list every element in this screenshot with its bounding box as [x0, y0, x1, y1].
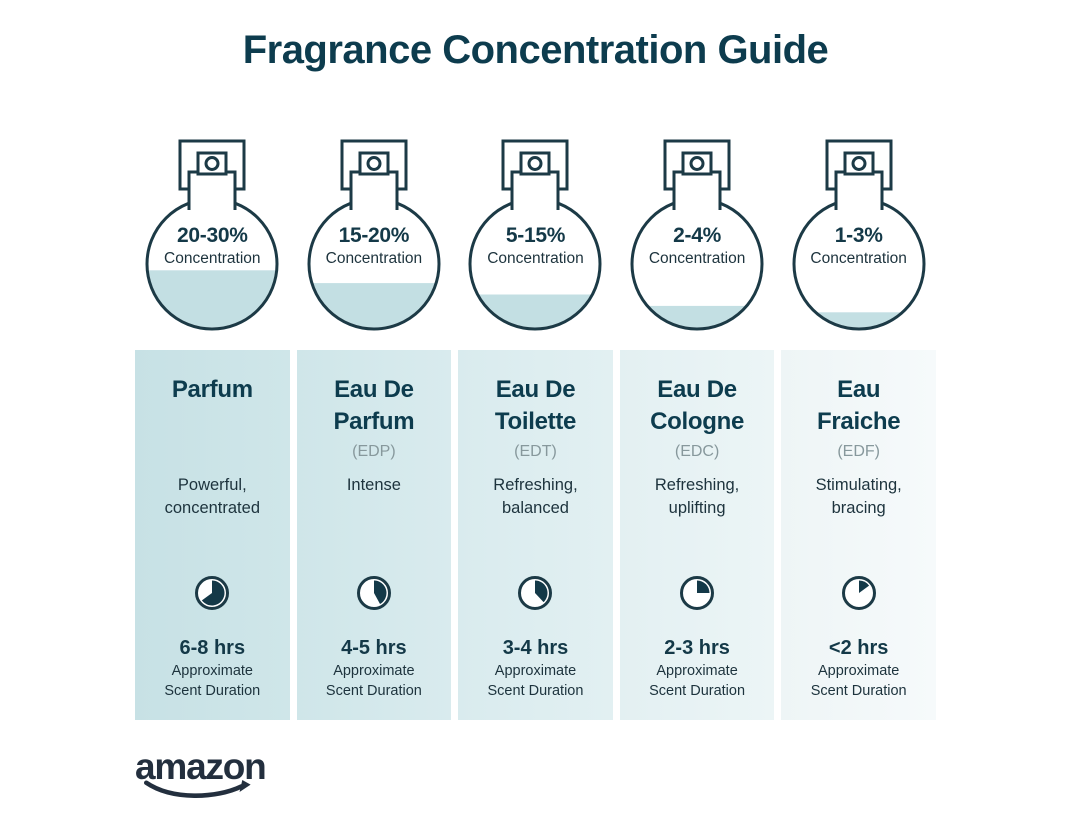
description-line1: Refreshing, — [654, 476, 740, 494]
fragrance-panel: Eau De Toilette (EDT) Refreshing, balanc… — [458, 350, 613, 720]
spray-bottle-icon — [630, 139, 764, 331]
note-line1: Approximate — [171, 663, 253, 679]
clock-icon — [680, 576, 715, 610]
fragrance-name: Eau De Cologne — [620, 374, 775, 442]
scent-duration-note: Approximate Scent Duration — [458, 661, 613, 701]
fragrance-description: Intense — [297, 474, 452, 534]
spray-bottle-icon — [307, 139, 441, 331]
fragrance-abbr: (EDC) — [674, 443, 720, 460]
brand-footer: amazon — [135, 747, 936, 803]
note-line1: Approximate — [333, 663, 415, 679]
amazon-logo-text: amazon — [135, 746, 267, 787]
scent-duration-value: 2-3 hrs — [664, 637, 730, 659]
infographic: Fragrance Concentration Guide 20-30% Con… — [135, 0, 936, 803]
fragrance-column: 20-30% Concentration Parfum Powerful, co… — [135, 139, 290, 720]
fragrance-panel: Eau Fraiche (EDF) Stimulating, bracing <… — [781, 350, 936, 720]
spray-bottle-icon — [145, 139, 279, 331]
fragrance-name: Eau De Parfum — [297, 374, 452, 442]
note-line1: Approximate — [656, 663, 738, 679]
spray-bottle-icon — [468, 139, 602, 331]
page-title: Fragrance Concentration Guide — [242, 28, 829, 72]
note-line1: Approximate — [494, 663, 577, 679]
description-line2: balanced — [501, 499, 569, 517]
columns-container: 20-30% Concentration Parfum Powerful, co… — [135, 139, 936, 720]
spray-bottle: 5-15% Concentration — [458, 139, 613, 331]
fragrance-abbr: (EDP) — [352, 443, 396, 460]
fragrance-column: 1-3% Concentration Eau Fraiche (EDF) Sti… — [781, 139, 936, 720]
fragrance-abbr: (EDF) — [837, 443, 880, 460]
fragrance-name-line2: Fraiche — [817, 408, 901, 435]
fragrance-name-line1: Eau — [837, 376, 881, 403]
note-line2: Scent Duration — [810, 683, 907, 699]
fragrance-description: Stimulating, bracing — [781, 474, 936, 534]
fragrance-name-line2: Cologne — [650, 408, 745, 435]
clock-icon — [195, 576, 230, 610]
fragrance-column: 15-20% Concentration Eau De Parfum (EDP)… — [296, 139, 452, 720]
fragrance-name-line1: Eau De — [495, 376, 576, 403]
amazon-smile-icon — [143, 780, 251, 798]
note-line2: Scent Duration — [164, 683, 261, 699]
spray-bottle: 15-20% Concentration — [297, 139, 452, 331]
scent-duration-note: Approximate Scent Duration — [620, 661, 775, 701]
spray-bottle: 2-4% Concentration — [620, 139, 775, 331]
fragrance-description: Refreshing, balanced — [458, 474, 613, 534]
spray-bottle: 1-3% Concentration — [781, 139, 936, 331]
fragrance-name-line1: Eau De — [657, 376, 737, 403]
spray-bottle-icon — [792, 139, 926, 331]
fragrance-name: Eau De Toilette — [458, 374, 613, 442]
scent-duration-value: <2 hrs — [828, 637, 889, 659]
fragrance-name: Parfum — [135, 374, 290, 442]
fragrance-name: Eau Fraiche — [781, 374, 936, 442]
fragrance-panel: Eau De Cologne (EDC) Refreshing, uplifti… — [619, 350, 775, 720]
description-line1: Stimulating, — [815, 476, 902, 494]
fragrance-column: 2-4% Concentration Eau De Cologne (EDC) … — [619, 139, 775, 720]
note-line1: Approximate — [817, 663, 900, 679]
description-line1: Refreshing, — [493, 476, 578, 494]
description-line1: Intense — [346, 476, 401, 494]
fragrance-name-line1: Parfum — [171, 376, 253, 403]
scent-duration-note: Approximate Scent Duration — [781, 661, 936, 701]
scent-duration-value: 4-5 hrs — [341, 637, 407, 659]
fragrance-abbr: (EDT) — [514, 443, 557, 460]
scent-duration-value: 6-8 hrs — [179, 637, 246, 659]
fragrance-name-line2: Toilette — [494, 408, 577, 435]
scent-duration-note: Approximate Scent Duration — [297, 661, 452, 701]
note-line2: Scent Duration — [649, 683, 746, 699]
description-line2: concentrated — [164, 499, 260, 517]
fragrance-description: Refreshing, uplifting — [620, 474, 775, 534]
fragrance-name-line1: Eau De — [334, 376, 414, 403]
description-line1: Powerful, — [177, 476, 247, 494]
fragrance-column: 5-15% Concentration Eau De Toilette (EDT… — [458, 139, 613, 720]
clock-icon — [518, 576, 553, 610]
amazon-logo: amazon — [135, 747, 295, 803]
spray-bottle: 20-30% Concentration — [135, 139, 290, 331]
note-line2: Scent Duration — [487, 683, 584, 699]
fragrance-description: Powerful, concentrated — [135, 474, 290, 534]
fragrance-panel: Eau De Parfum (EDP) Intense 4-5 hrs Appr… — [296, 350, 452, 720]
description-line2: uplifting — [668, 499, 726, 517]
clock-icon — [356, 576, 391, 610]
scent-duration-note: Approximate Scent Duration — [135, 661, 290, 701]
description-line2: bracing — [831, 499, 886, 517]
scent-duration-value: 3-4 hrs — [502, 637, 569, 659]
fragrance-panel: Parfum Powerful, concentrated 6-8 hrs Ap… — [135, 350, 290, 720]
fragrance-name-line2: Parfum — [333, 408, 415, 435]
note-line2: Scent Duration — [325, 683, 422, 699]
fragrance-abbr — [135, 442, 290, 468]
clock-icon — [841, 576, 876, 610]
